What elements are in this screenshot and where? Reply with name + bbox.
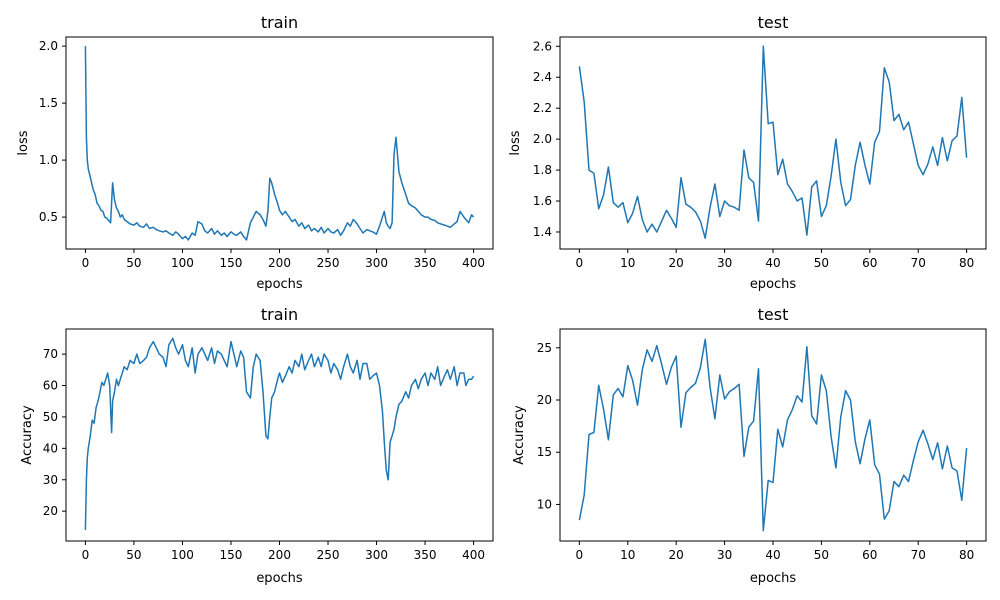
x-tick-label: 50 [814, 548, 829, 562]
x-tick-label: 250 [317, 256, 340, 270]
x-tick-label: 350 [414, 256, 437, 270]
x-tick-label: 30 [717, 548, 732, 562]
y-tick-label: 25 [537, 341, 552, 355]
y-tick-label: 2.6 [533, 39, 552, 53]
line-group [578, 45, 968, 239]
panel-test-accuracy: test epochs Accuracy 0 10 20 30 40 50 60 70 80 10… [512, 305, 987, 586]
x-tick-label: 70 [911, 256, 926, 270]
tick-group: 0 50 100 150 200 250 300 350 400 20 30 40 50 60 70 [43, 347, 485, 562]
x-tick-label: 0 [82, 256, 90, 270]
panel-test-loss: test epochs loss 0 10 20 30 40 50 60 70 80 1.4 1.6… [508, 13, 987, 292]
series-line [84, 337, 475, 531]
y-tick-label: 1.4 [533, 225, 552, 239]
panel-train-loss: train epochs loss 0 50 100 150 200 250 300 350 4… [16, 13, 494, 292]
x-tick-label: 80 [959, 548, 974, 562]
y-tick-label: 1.6 [533, 194, 552, 208]
x-tick-label: 0 [82, 548, 90, 562]
y-tick-label: 40 [43, 441, 58, 455]
panel-train-accuracy: train epochs Accuracy 0 50 100 150 200 250 300… [20, 305, 494, 586]
tick-group: 0 10 20 30 40 50 60 70 80 10 15 20 25 [537, 341, 975, 562]
y-tick-label: 50 [43, 410, 58, 424]
y-axis-label: loss [16, 130, 31, 155]
x-tick-label: 150 [220, 548, 243, 562]
x-tick-label: 60 [862, 256, 877, 270]
line-group [84, 46, 475, 241]
y-tick-label: 70 [43, 347, 58, 361]
x-tick-label: 50 [126, 256, 141, 270]
y-tick-label: 15 [537, 445, 552, 459]
x-tick-label: 250 [317, 548, 340, 562]
x-axis-label: epochs [750, 571, 797, 586]
x-tick-label: 300 [365, 256, 388, 270]
x-tick-label: 70 [911, 548, 926, 562]
x-tick-label: 40 [765, 548, 780, 562]
y-tick-label: 2.0 [533, 132, 552, 146]
x-tick-label: 10 [620, 548, 635, 562]
y-tick-label: 20 [43, 504, 58, 518]
y-axis-label: Accuracy [20, 405, 35, 465]
x-tick-label: 150 [220, 256, 243, 270]
series-line [578, 338, 968, 532]
y-tick-label: 0.5 [39, 210, 58, 224]
line-group [578, 338, 968, 532]
x-tick-label: 300 [365, 548, 388, 562]
x-tick-label: 50 [126, 548, 141, 562]
y-tick-label: 2.4 [533, 70, 552, 84]
x-tick-label: 60 [862, 548, 877, 562]
y-tick-label: 1.8 [533, 163, 552, 177]
x-tick-label: 0 [576, 256, 584, 270]
y-tick-label: 10 [537, 497, 552, 511]
y-tick-label: 2.2 [533, 101, 552, 115]
x-tick-label: 20 [669, 256, 684, 270]
plot-frame [559, 36, 987, 250]
x-tick-label: 400 [462, 548, 485, 562]
plot-frame [559, 328, 987, 542]
tick-group: 0 10 20 30 40 50 60 70 80 1.4 1.6 1.8 2.0 2.2 2.4 2.6 [533, 39, 974, 270]
x-tick-label: 0 [576, 548, 584, 562]
line-group [84, 337, 475, 531]
x-tick-label: 40 [765, 256, 780, 270]
panel-title: test [758, 13, 789, 32]
y-tick-label: 1.0 [39, 153, 58, 167]
x-tick-label: 100 [171, 256, 194, 270]
y-tick-label: 1.5 [39, 96, 58, 110]
plot-frame [65, 36, 494, 250]
x-tick-label: 400 [462, 256, 485, 270]
x-tick-label: 200 [268, 548, 291, 562]
x-tick-label: 200 [268, 256, 291, 270]
series-line [84, 46, 475, 241]
x-axis-label: epochs [750, 277, 797, 292]
panel-title: train [261, 13, 298, 32]
x-tick-label: 50 [814, 256, 829, 270]
x-tick-label: 350 [414, 548, 437, 562]
plot-frame [65, 328, 494, 542]
tick-group: 0 50 100 150 200 250 300 350 400 0.5 1.0 1.5 2.0 [39, 39, 485, 270]
y-tick-label: 60 [43, 379, 58, 393]
panel-title: train [261, 305, 298, 324]
y-tick-label: 2.0 [39, 39, 58, 53]
x-tick-label: 20 [669, 548, 684, 562]
x-axis-label: epochs [256, 277, 303, 292]
x-axis-label: epochs [256, 571, 303, 586]
x-tick-label: 30 [717, 256, 732, 270]
x-tick-label: 100 [171, 548, 194, 562]
x-tick-label: 80 [959, 256, 974, 270]
y-axis-label: loss [508, 130, 523, 155]
panel-title: test [758, 305, 789, 324]
y-tick-label: 20 [537, 393, 552, 407]
y-tick-label: 30 [43, 473, 58, 487]
series-line [578, 45, 968, 239]
y-axis-label: Accuracy [512, 405, 527, 465]
x-tick-label: 10 [620, 256, 635, 270]
